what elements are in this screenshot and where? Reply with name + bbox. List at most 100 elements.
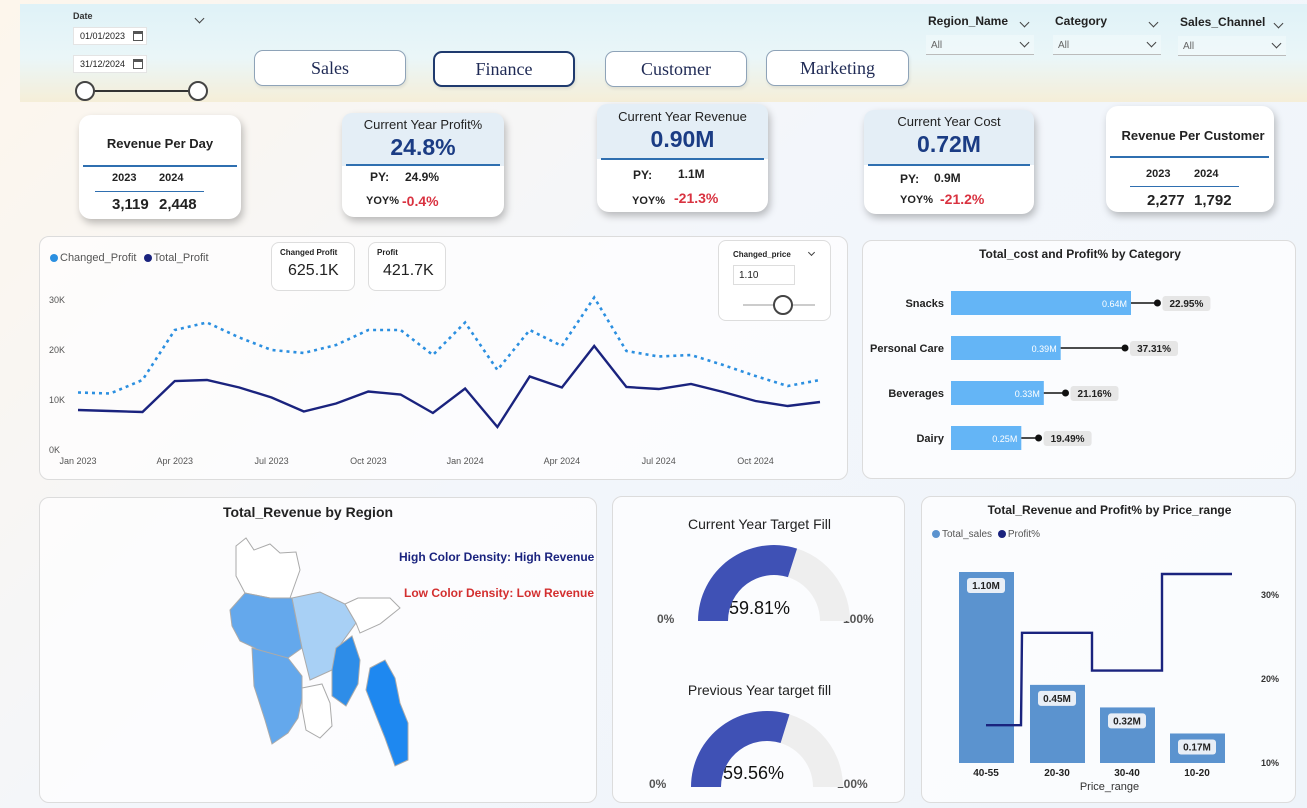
profit-label-bg [1162, 296, 1211, 311]
changed-profit-line [77, 295, 821, 395]
category-label: Personal Care [870, 343, 944, 355]
changed-profit-label: Changed Profit [280, 248, 338, 257]
map-region-barisal[interactable] [301, 683, 333, 739]
date-range-start-handle[interactable] [75, 81, 95, 101]
kpi-divider [1110, 156, 1269, 158]
nav-customer-button[interactable]: Customer [605, 51, 747, 87]
x-tick-label: 20-30 [1044, 768, 1070, 779]
calendar-icon[interactable] [133, 31, 143, 41]
category-label: Snacks [905, 298, 944, 310]
kpi-current-year-cost: Current Year Cost 0.72M PY: 0.9M YOY% -2… [864, 110, 1034, 214]
kpi-divider [868, 164, 1030, 166]
profit-label-bg [1043, 431, 1092, 446]
map-region-rajshahi[interactable] [229, 592, 303, 659]
map-region-rangpur[interactable] [235, 537, 301, 599]
y2-tick-label: 10% [1261, 758, 1279, 768]
nav-marketing-button[interactable]: Marketing [766, 50, 909, 86]
end-date-field[interactable]: 31/12/2024 [73, 55, 147, 73]
target-fill-panel: Current Year Target Fill Previous Year t… [612, 496, 905, 803]
gauge-min-label: 0% [657, 612, 675, 626]
date-slicer-label: Date [73, 11, 93, 21]
price-slider-handle[interactable] [773, 295, 793, 315]
legend-dot-changed [50, 254, 58, 263]
start-date-value: 01/01/2023 [80, 31, 126, 41]
kpi-current-year-profit: Current Year Profit% 24.8% PY: 24.9% YOY… [342, 113, 504, 217]
py-value: 1.1M [678, 167, 705, 181]
changed-price-slicer[interactable]: Changed_price 1.10 [718, 240, 831, 321]
profit-pct-label: 37.31% [1137, 344, 1171, 355]
sales-value-label: 0.32M [1113, 716, 1141, 727]
cost-bar[interactable] [951, 426, 1022, 450]
profit-value: 421.7K [383, 262, 434, 279]
cost-bar[interactable] [951, 291, 1131, 315]
profit-marker[interactable] [1035, 434, 1043, 442]
profit-marker[interactable] [1121, 344, 1129, 352]
cost-label: 0.25M [992, 434, 1017, 444]
date-slicer-chevron-icon[interactable] [194, 9, 205, 27]
nav-sales-button[interactable]: Sales [254, 50, 406, 86]
yoy-label: YOY% [632, 195, 666, 207]
py-value: 24.9% [405, 170, 440, 184]
x-tick-label: Jan 2023 [59, 456, 96, 466]
sales-bar[interactable] [959, 572, 1014, 763]
changed-profit-value: 625.1K [288, 262, 339, 279]
profit-marker[interactable] [1062, 389, 1070, 397]
bangladesh-map [229, 537, 409, 767]
gauge-charts [691, 545, 850, 787]
map-region-comilla[interactable] [331, 635, 361, 707]
category-slicer-title: Category [1055, 14, 1108, 28]
x-tick-label: 30-40 [1114, 768, 1140, 779]
gauge-title-current: Current Year Target Fill [688, 516, 831, 532]
channel-dropdown[interactable]: All [1178, 36, 1286, 56]
start-date-field[interactable]: 01/01/2023 [73, 27, 147, 45]
chevron-down-icon [1271, 38, 1282, 49]
x-tick-label: Apr 2023 [157, 456, 194, 466]
price-chart-title: Total_Revenue and Profit% by Price_range [987, 503, 1232, 517]
y-tick-label: 20K [49, 345, 65, 355]
profit-label-bg [1070, 386, 1119, 401]
category-title-chevron-icon[interactable] [1148, 13, 1159, 31]
x-tick-label: Apr 2024 [544, 456, 581, 466]
channel-title-chevron-icon[interactable] [1273, 14, 1284, 32]
yoy-value: -21.2% [940, 191, 985, 207]
profit-pct-label: 19.49% [1051, 434, 1085, 445]
nav-finance-button[interactable]: Finance [433, 51, 575, 87]
map-region-chittagong[interactable] [365, 659, 409, 767]
yoy-label: YOY% [366, 195, 400, 207]
kpi-head: Current Year Profit% 24.8% [342, 113, 504, 166]
line-legend: Changed_Profit Total_Profit [50, 252, 209, 264]
sales-value-label: 0.17M [1183, 742, 1211, 753]
kpi-revenue-per-customer: Revenue Per Customer 2023 2024 2,277 1,7… [1106, 106, 1274, 212]
kpi-value: 0.72M [917, 131, 981, 157]
price-legend: Total_sales Profit% [932, 529, 1040, 540]
region-dropdown[interactable]: All [926, 35, 1034, 55]
date-range-end-handle[interactable] [188, 81, 208, 101]
map-region-mymensingh[interactable] [344, 597, 401, 634]
end-date-value: 31/12/2024 [80, 59, 126, 69]
yoy-label: YOY% [900, 194, 934, 206]
profit-marker[interactable] [1153, 299, 1161, 307]
py-label: PY: [370, 170, 390, 184]
legend-dot-total [143, 254, 152, 263]
gauge-fill[interactable] [698, 545, 798, 621]
date-range-track[interactable] [84, 90, 198, 92]
gauge-min-label: 0% [649, 777, 667, 791]
region-title-chevron-icon[interactable] [1019, 13, 1030, 31]
profit-pct-label: 22.95% [1169, 299, 1203, 310]
category-dropdown[interactable]: All [1053, 35, 1161, 55]
cost-label: 0.64M [1102, 299, 1127, 309]
year-label: 2023 [112, 172, 137, 184]
map-region-khulna[interactable] [251, 647, 303, 745]
region-value: All [931, 40, 943, 51]
cost-bar[interactable] [951, 336, 1061, 360]
y-tick-label: 0K [49, 445, 60, 455]
changed-price-input[interactable]: 1.10 [733, 265, 795, 285]
gauge-fill[interactable] [691, 711, 790, 787]
profit-trend-panel: Changed_Profit Total_Profit Changed Prof… [39, 236, 848, 480]
profit-label-bg [1130, 341, 1179, 356]
category-cost-panel: Total_cost and Profit% by Category Snack… [862, 240, 1296, 479]
calendar-icon[interactable] [133, 59, 143, 69]
x-tick-label: Oct 2023 [350, 456, 387, 466]
cost-bar[interactable] [951, 381, 1044, 405]
x-tick-label: Jan 2024 [447, 456, 484, 466]
